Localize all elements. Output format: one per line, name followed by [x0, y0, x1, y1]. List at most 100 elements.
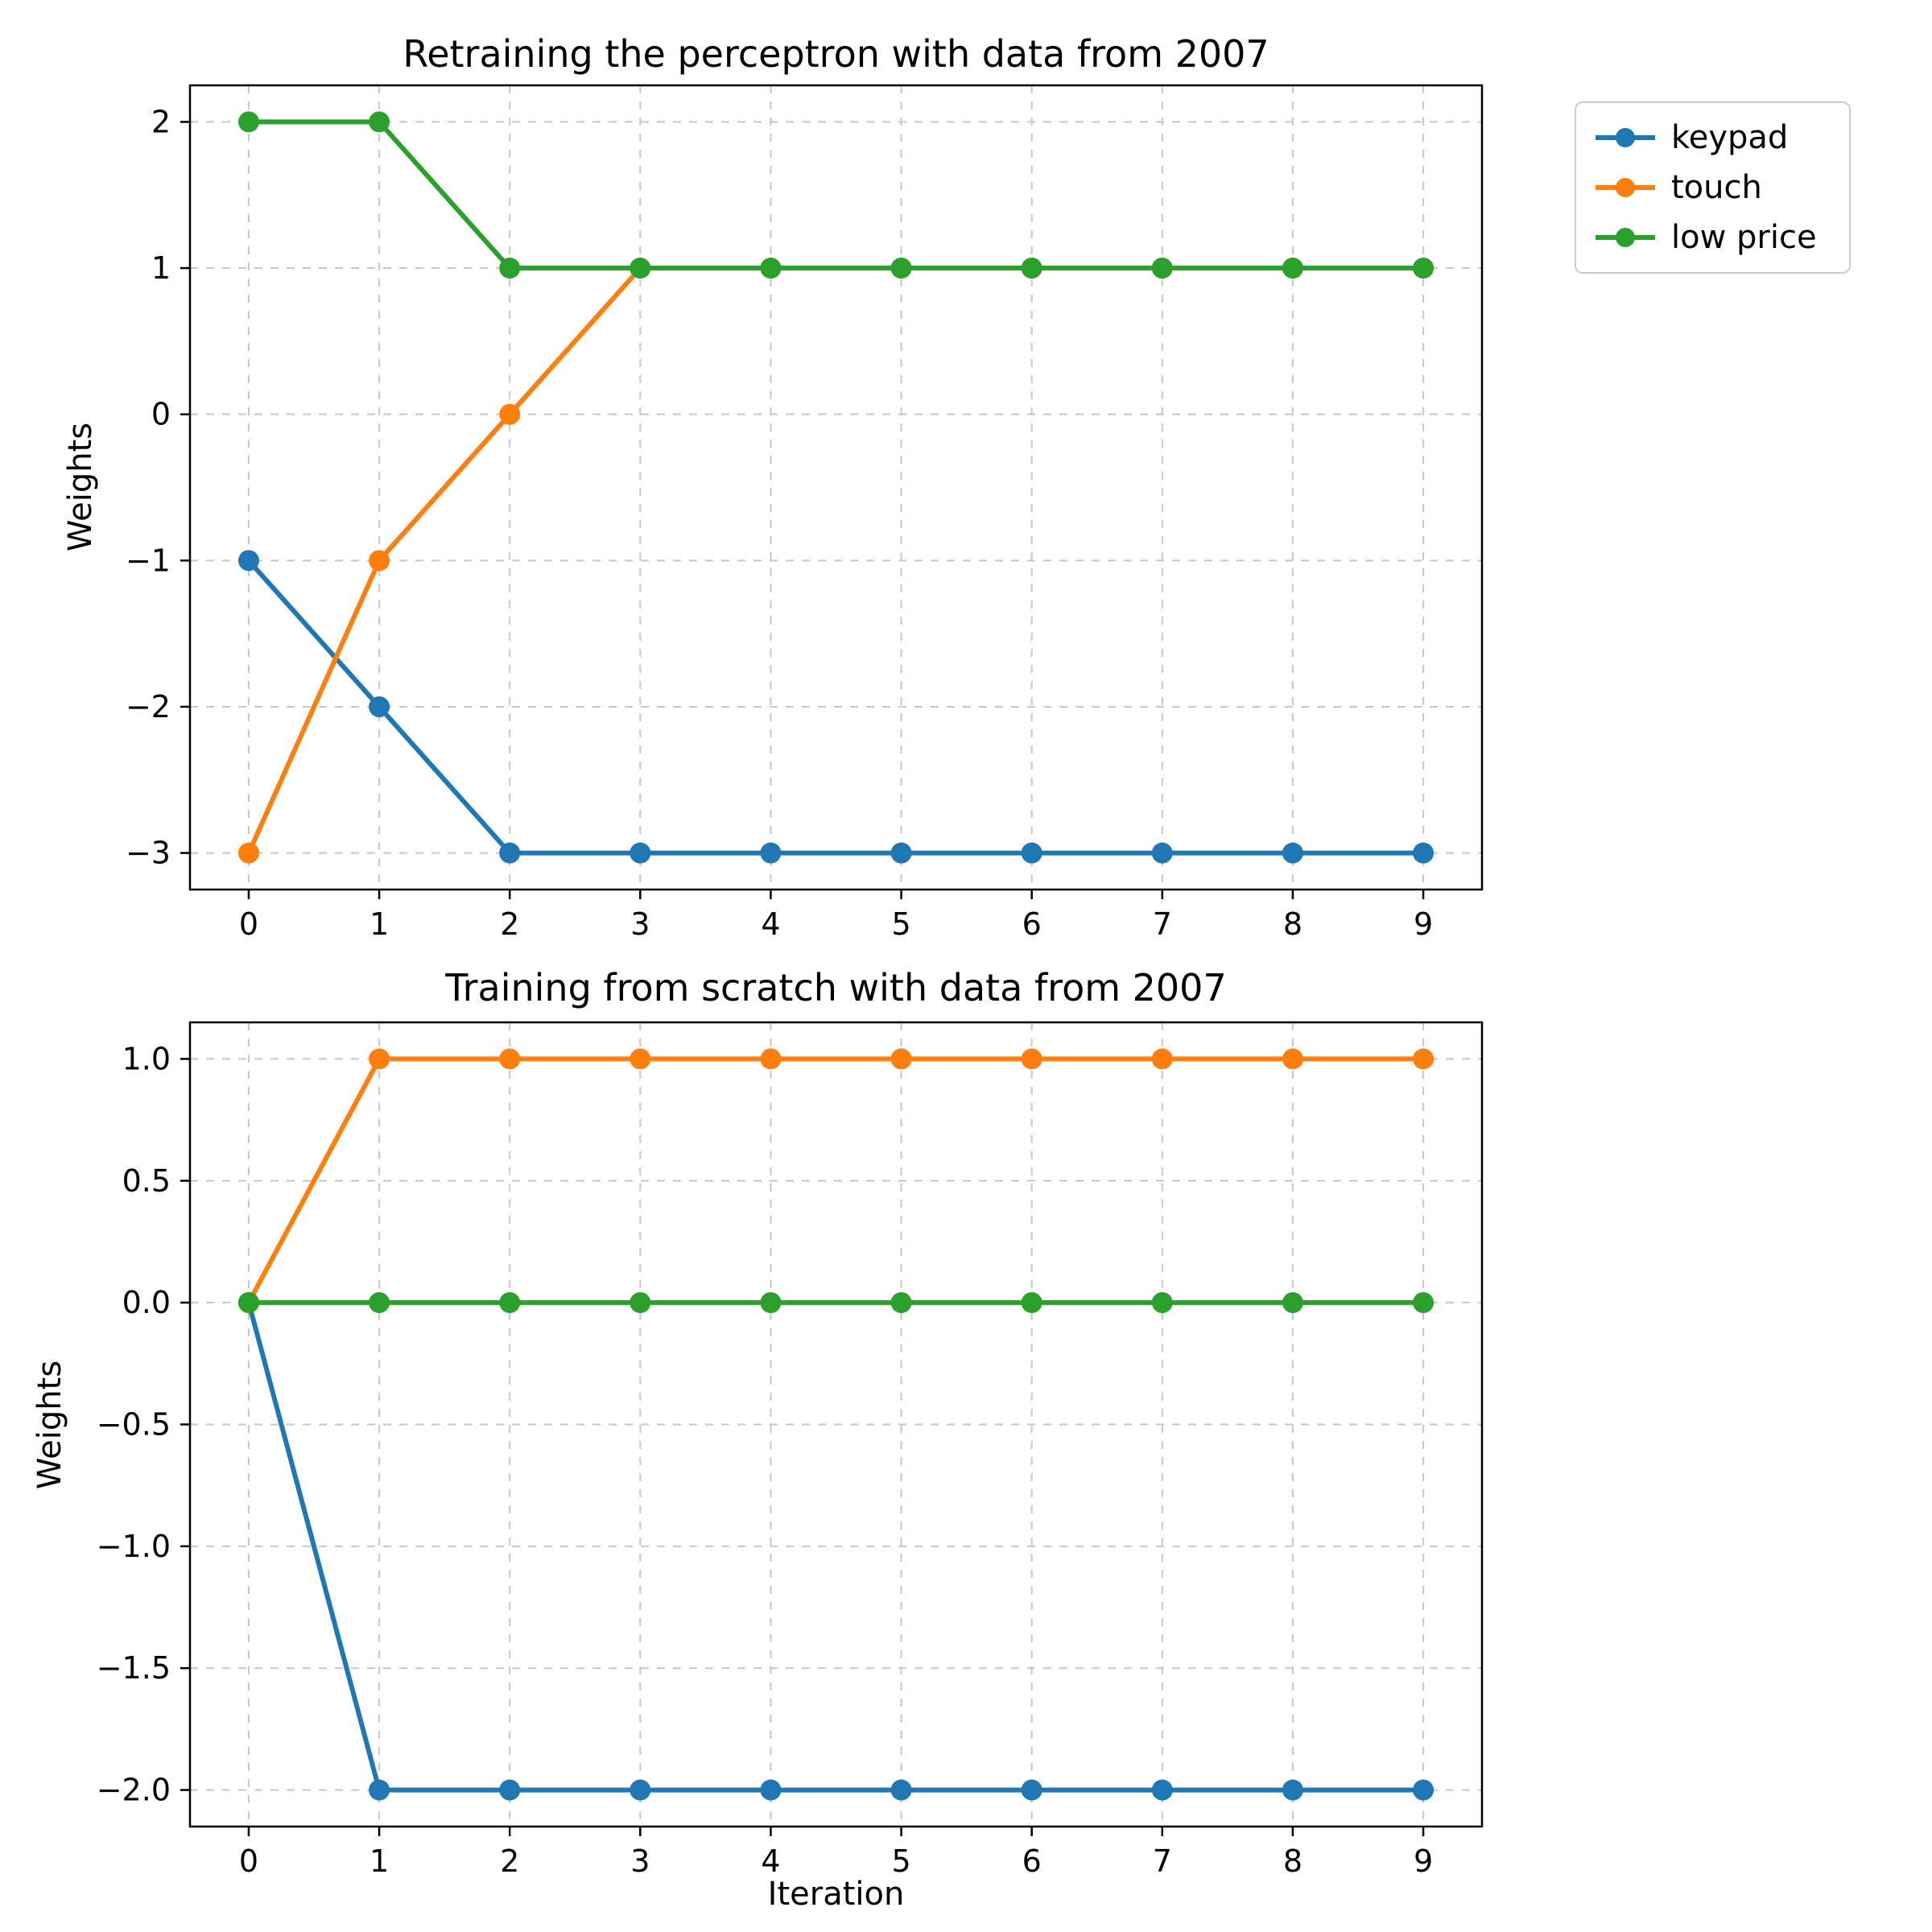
legend-label: touch: [1671, 169, 1762, 206]
series-marker-low-price: [630, 258, 651, 279]
legend-item-low-price: low price: [1594, 219, 1817, 256]
y-tick-label: 2: [151, 104, 171, 139]
x-tick-label: 4: [761, 1843, 780, 1879]
series-marker-keypad: [630, 842, 651, 864]
series-marker-low-price: [237, 1292, 259, 1314]
x-tick-label: 1: [369, 1843, 389, 1879]
x-tick-label: 6: [1022, 1843, 1042, 1879]
x-tick-label: 8: [1283, 1843, 1302, 1879]
x-tick-label: 4: [761, 906, 780, 942]
series-marker-touch: [369, 1048, 390, 1070]
series-marker-keypad: [1282, 842, 1303, 864]
series-marker-touch: [890, 1048, 912, 1070]
y-tick-label: 1.0: [122, 1041, 171, 1076]
x-tick-label: 3: [630, 906, 650, 942]
x-tick-label: 2: [500, 906, 519, 942]
series-marker-keypad: [499, 842, 521, 864]
series-marker-low-price: [1021, 1292, 1042, 1314]
series-marker-keypad: [1282, 1779, 1303, 1801]
x-tick-label: 5: [891, 906, 910, 942]
series-marker-low-price: [1413, 258, 1435, 279]
y-tick-label: −3: [126, 836, 171, 871]
legend-item-keypad: keypad: [1594, 119, 1817, 156]
plot-area-scratch: 0 1 2 3 4 5 6 7 8 9 1.0 0.5 0.0 −0.5 −1.0 −1.5 −2.0: [97, 1021, 1484, 1879]
series-marker-keypad: [890, 842, 912, 864]
series-marker-touch: [1282, 1048, 1303, 1070]
x-tick-label: 7: [1153, 906, 1172, 942]
x-tick-label: 5: [891, 1843, 910, 1879]
x-tick-label: 0: [239, 1843, 258, 1879]
series-marker-keypad: [890, 1779, 912, 1801]
series-marker-low-price: [890, 258, 912, 279]
series-marker-keypad: [760, 1779, 782, 1801]
series-marker-low-price: [369, 111, 390, 133]
series-marker-keypad: [1151, 1779, 1173, 1801]
axes-frame: [188, 84, 1484, 891]
series-marker-keypad: [630, 1779, 651, 1801]
series-marker-low-price: [630, 1292, 651, 1314]
series-marker-keypad: [1413, 842, 1435, 864]
y-tick-label: 0.0: [122, 1285, 171, 1320]
series-marker-low-price: [1282, 258, 1303, 279]
x-tick-label: 1: [369, 906, 389, 942]
x-tick-label: 7: [1153, 1843, 1172, 1879]
x-tick-label: 2: [500, 1843, 519, 1879]
series-marker-keypad: [1021, 842, 1042, 864]
series-marker-low-price: [237, 111, 259, 133]
y-tick-label: −1: [126, 543, 171, 578]
series-marker-keypad: [369, 1779, 390, 1801]
series-marker-keypad: [1413, 1779, 1435, 1801]
series-marker-low-price: [1151, 1292, 1173, 1314]
series-line-keypad: [246, 1302, 1424, 1793]
y-tick-label: −1.0: [97, 1529, 171, 1564]
series-marker-touch: [630, 1048, 651, 1070]
chart-title-retraining: Retraining the perceptron with data from…: [402, 32, 1269, 76]
plot-area-retraining: 0 1 2 3 4 5 6 7 8 9 2 1 0 −1 −2 −3: [126, 84, 1484, 942]
x-tick-label: 6: [1022, 906, 1042, 942]
y-tick-label: 0.5: [122, 1163, 171, 1199]
y-tick-label: −2: [126, 689, 171, 724]
series-marker-low-price: [1282, 1292, 1303, 1314]
y-tick-label: 1: [151, 250, 171, 286]
chart-scratch: Training from scratch with data from 200…: [0, 950, 1932, 1932]
legend-marker: [1616, 228, 1635, 247]
series-marker-keypad: [499, 1779, 521, 1801]
legend-item-touch: touch: [1594, 169, 1817, 206]
legend-label: keypad: [1671, 119, 1789, 156]
series-marker-touch: [1021, 1048, 1042, 1070]
legend-marker: [1616, 178, 1635, 197]
series-line-keypad: [246, 559, 1424, 856]
legend-label: low price: [1671, 219, 1817, 256]
series-marker-low-price: [1021, 258, 1042, 279]
y-tick-label: 0: [151, 397, 171, 432]
x-tick-label: 0: [239, 906, 258, 942]
series-marker-low-price: [1151, 258, 1173, 279]
series-marker-touch: [237, 842, 259, 864]
x-tick-label: 3: [630, 1843, 650, 1879]
series-marker-touch: [1151, 1048, 1173, 1070]
series-marker-low-price: [499, 1292, 521, 1314]
series-marker-low-price: [760, 258, 782, 279]
legend: keypad touch low price: [1575, 101, 1851, 274]
x-axis-label: Iteration: [767, 1876, 905, 1913]
series-marker-keypad: [1021, 1779, 1042, 1801]
series-marker-low-price: [499, 258, 521, 279]
series-marker-keypad: [237, 550, 259, 572]
legend-marker: [1616, 128, 1635, 147]
series-marker-touch: [499, 1048, 521, 1070]
legend-line-marker-icon: [1596, 178, 1655, 197]
y-tick-label: −1.5: [97, 1650, 171, 1686]
x-tick-label: 9: [1414, 1843, 1433, 1879]
y-tick-label: −2.0: [97, 1773, 171, 1808]
series-line-touch: [246, 1056, 1424, 1304]
chart-retraining: Retraining the perceptron with data from…: [0, 0, 1932, 950]
series-marker-touch: [760, 1048, 782, 1070]
series-marker-low-price: [890, 1292, 912, 1314]
series-marker-low-price: [1413, 1292, 1435, 1314]
y-tick-label: −0.5: [97, 1407, 171, 1443]
chart-title-scratch: Training from scratch with data from 200…: [445, 966, 1227, 1009]
series-marker-touch: [499, 403, 521, 425]
series-line-low-price: [248, 119, 1424, 271]
series-marker-keypad: [1151, 842, 1173, 864]
